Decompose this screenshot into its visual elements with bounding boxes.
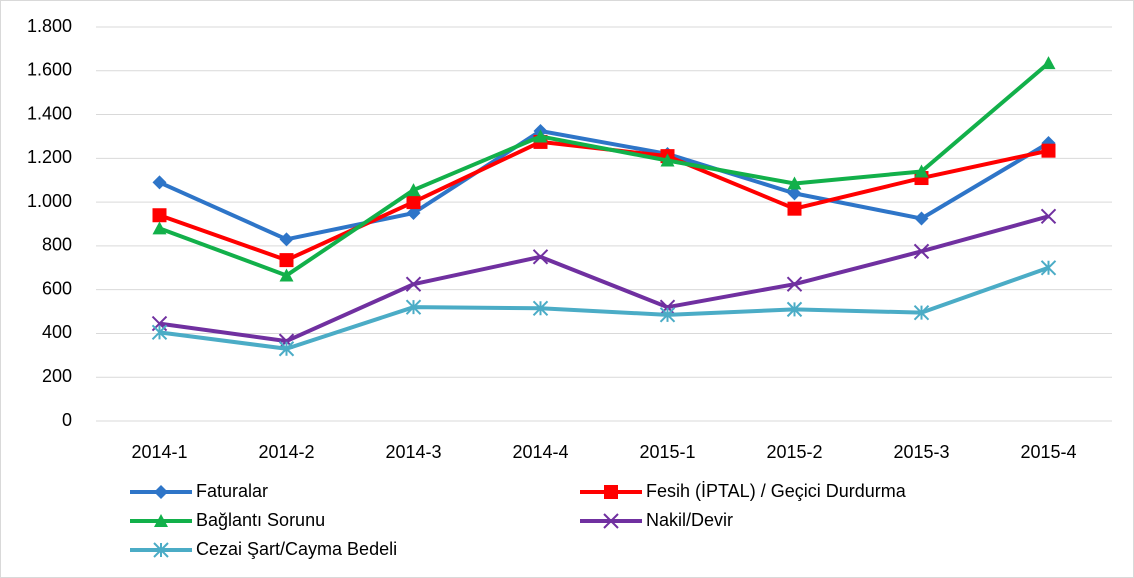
- x-tick-label: 2014-2: [258, 442, 314, 462]
- marker: [604, 485, 618, 499]
- marker: [152, 175, 167, 190]
- series-line: [158, 61, 1050, 278]
- series-line: [158, 128, 1050, 242]
- y-tick-label: 600: [42, 278, 72, 298]
- marker: [914, 164, 929, 178]
- marker: [532, 300, 549, 316]
- marker: [787, 201, 802, 216]
- marker: [154, 514, 168, 527]
- marker: [914, 211, 929, 226]
- marker: [787, 186, 802, 201]
- marker: [659, 299, 676, 315]
- x-tick-label: 2015-3: [893, 442, 949, 462]
- marker: [913, 304, 930, 321]
- marker: [659, 307, 676, 323]
- legend-label: Cezai Şart/Cayma Bedeli: [196, 539, 397, 559]
- y-tick-label: 1.600: [27, 60, 72, 80]
- legend-label: Fesih (İPTAL) / Geçici Durdurma: [646, 481, 907, 501]
- marker: [406, 183, 421, 197]
- y-tick-label: 1.000: [27, 191, 72, 211]
- marker: [279, 232, 294, 247]
- series-line: [159, 265, 1050, 351]
- y-tick-label: 200: [42, 366, 72, 386]
- marker: [660, 153, 675, 167]
- marker: [152, 221, 167, 235]
- marker: [279, 268, 294, 282]
- legend-label: Nakil/Devir: [646, 510, 733, 530]
- marker: [1041, 143, 1056, 158]
- y-tick-label: 400: [42, 322, 72, 342]
- legend-label: Faturalar: [196, 481, 268, 501]
- x-tick-label: 2014-3: [385, 442, 441, 462]
- marker: [279, 253, 294, 268]
- legend-label: Bağlantı Sorunu: [196, 510, 325, 530]
- marker: [406, 195, 421, 210]
- marker: [603, 513, 619, 529]
- marker: [532, 249, 549, 265]
- x-tick-label: 2014-4: [512, 442, 568, 462]
- series-line: [159, 214, 1050, 344]
- marker: [786, 301, 803, 318]
- marker: [913, 243, 930, 260]
- x-tick-label: 2015-2: [766, 442, 822, 462]
- marker: [153, 542, 169, 558]
- marker: [1041, 56, 1056, 70]
- marker: [151, 324, 168, 341]
- x-tick-label: 2015-4: [1020, 442, 1076, 462]
- marker: [405, 299, 422, 315]
- marker: [533, 129, 548, 143]
- marker: [786, 276, 803, 292]
- marker: [154, 485, 168, 499]
- x-tick-label: 2014-1: [131, 442, 187, 462]
- marker: [1040, 260, 1057, 276]
- y-tick-label: 0: [62, 410, 72, 430]
- y-tick-label: 1.200: [27, 147, 72, 167]
- y-tick-label: 1.800: [27, 16, 72, 36]
- y-tick-label: 1.400: [27, 103, 72, 123]
- marker: [1040, 208, 1057, 225]
- marker: [406, 206, 421, 221]
- marker: [152, 208, 167, 223]
- y-tick-label: 800: [42, 235, 72, 255]
- marker: [278, 341, 295, 357]
- x-tick-label: 2015-1: [639, 442, 695, 462]
- marker: [787, 176, 802, 190]
- marker: [405, 276, 422, 292]
